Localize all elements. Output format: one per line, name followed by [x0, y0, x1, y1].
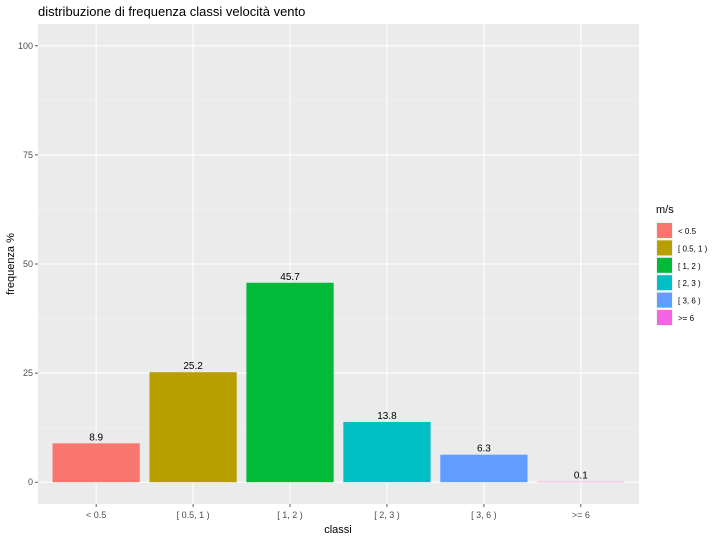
legend-title: m/s	[656, 204, 674, 216]
legend-swatch	[657, 293, 672, 308]
bar	[149, 372, 236, 482]
x-tick-label: >= 6	[572, 510, 590, 520]
x-tick-label: [ 0.5, 1 )	[177, 510, 210, 520]
bar	[246, 283, 333, 482]
x-tick-label: [ 1, 2 )	[277, 510, 303, 520]
y-tick-label: 75	[23, 150, 33, 160]
legend-swatch	[657, 258, 672, 273]
x-tick-label: [ 3, 6 )	[471, 510, 497, 520]
y-tick-label: 25	[23, 368, 33, 378]
legend-swatch	[657, 223, 672, 238]
bar-value-label: 13.8	[377, 411, 397, 422]
x-tick-label: < 0.5	[86, 510, 106, 520]
bar	[440, 455, 527, 482]
legend-swatch	[657, 240, 672, 255]
x-tick-label: [ 2, 3 )	[374, 510, 400, 520]
y-axis: 0 25 50 75 100	[18, 41, 38, 487]
bar	[343, 422, 430, 482]
legend-label: [ 2, 3 )	[678, 279, 701, 288]
y-axis-label: frequenza %	[5, 233, 17, 295]
bar-value-label: 25.2	[183, 361, 203, 372]
legend-label: [ 0.5, 1 )	[678, 244, 708, 253]
legend-swatch	[657, 310, 672, 325]
chart-title: distribuzione di frequenza classi veloci…	[38, 4, 305, 19]
x-axis: < 0.5 [ 0.5, 1 ) [ 1, 2 ) [ 2, 3 ) [ 3, 6 ) >…	[86, 504, 590, 520]
legend-label: >= 6	[678, 314, 695, 323]
y-tick-label: 100	[18, 41, 33, 51]
x-axis-label: classi	[324, 524, 352, 536]
legend-label: [ 3, 6 )	[678, 297, 701, 306]
legend-label: < 0.5	[678, 227, 697, 236]
y-tick-label: 50	[23, 259, 33, 269]
bar-value-label: 0.1	[574, 471, 588, 482]
bar-value-label: 45.7	[280, 272, 300, 283]
bar-value-label: 8.9	[89, 432, 103, 443]
legend-swatch	[657, 275, 672, 290]
bar-value-label: 6.3	[477, 444, 491, 455]
legend: m/s < 0.5 [ 0.5, 1 ) [ 1, 2 ) [ 2, 3 ) [ 3, …	[656, 204, 708, 326]
bar	[53, 443, 140, 482]
legend-label: [ 1, 2 )	[678, 262, 701, 271]
y-tick-label: 0	[28, 477, 33, 487]
